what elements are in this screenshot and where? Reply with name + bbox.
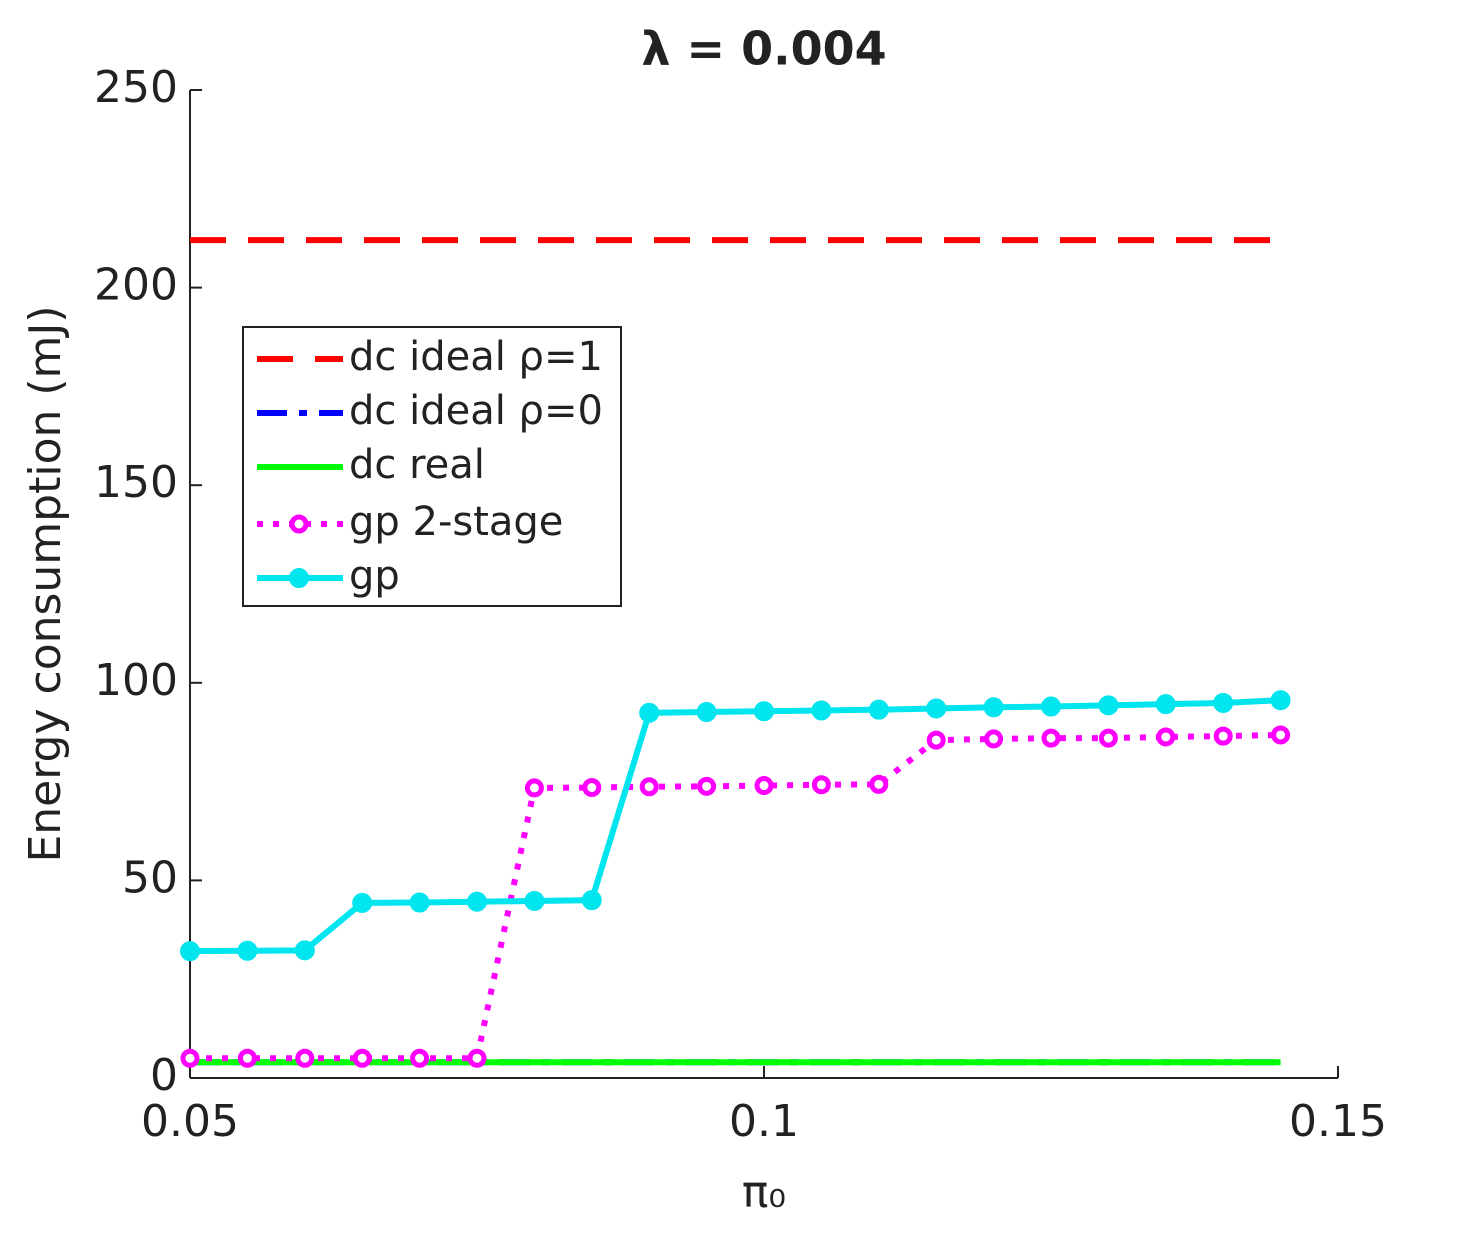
legend-marker <box>289 568 309 588</box>
marker <box>1271 725 1291 745</box>
marker <box>754 776 774 796</box>
marker <box>1041 696 1061 717</box>
y-tick-label: 200 <box>94 260 178 311</box>
legend: dc ideal ρ=1 dc ideal ρ=0 dc real gp 2-stag… <box>242 326 622 607</box>
y-tick-label: 250 <box>94 62 178 113</box>
marker <box>467 891 487 912</box>
marker <box>1213 692 1234 713</box>
marker <box>1041 728 1061 748</box>
x-axis-label: π₀ <box>742 1167 786 1218</box>
marker <box>524 778 544 798</box>
marker <box>352 1048 372 1068</box>
marker <box>754 701 774 722</box>
marker <box>524 890 545 911</box>
marker <box>409 892 430 913</box>
marker <box>581 890 602 911</box>
marker <box>1098 728 1118 748</box>
x-tick-label: 0.15 <box>1289 1096 1387 1147</box>
marker <box>352 892 373 913</box>
marker <box>1270 690 1291 711</box>
marker <box>868 699 889 720</box>
marker <box>697 776 717 796</box>
x-tick-label: 0.05 <box>141 1096 239 1147</box>
marker <box>237 940 258 961</box>
marker <box>1155 694 1176 715</box>
marker <box>410 1048 430 1068</box>
marker <box>984 729 1004 749</box>
marker <box>811 700 832 721</box>
marker <box>295 1048 315 1068</box>
marker <box>467 1048 487 1068</box>
legend-label: gp 2-stage <box>349 499 563 545</box>
marker <box>180 1048 200 1068</box>
marker <box>1098 695 1119 716</box>
marker <box>639 702 660 723</box>
marker <box>983 697 1004 718</box>
marker <box>1156 727 1176 747</box>
y-tick-label: 0 <box>150 1050 178 1101</box>
legend-label: dc ideal ρ=0 <box>349 388 603 434</box>
x-tick-label: 0.1 <box>729 1096 799 1147</box>
marker <box>926 730 946 750</box>
marker <box>811 775 831 795</box>
legend-label: gp <box>349 553 400 599</box>
marker <box>237 1048 257 1068</box>
marker <box>294 940 315 961</box>
chart-title: λ = 0.004 <box>641 22 886 76</box>
y-axis-label: Energy consumption (mJ) <box>20 305 71 862</box>
series-line <box>190 731 1281 1062</box>
marker <box>696 702 717 723</box>
marker <box>869 774 889 794</box>
legend-marker <box>289 514 309 534</box>
y-tick-label: 50 <box>122 852 178 903</box>
y-tick-label: 150 <box>94 457 178 508</box>
marker <box>1213 726 1233 746</box>
marker <box>926 698 947 719</box>
marker <box>180 941 200 962</box>
marker <box>639 777 659 797</box>
legend-label: dc real <box>349 442 485 488</box>
y-tick-label: 100 <box>94 655 178 706</box>
legend-label: dc ideal ρ=1 <box>349 334 603 380</box>
marker <box>582 778 602 798</box>
